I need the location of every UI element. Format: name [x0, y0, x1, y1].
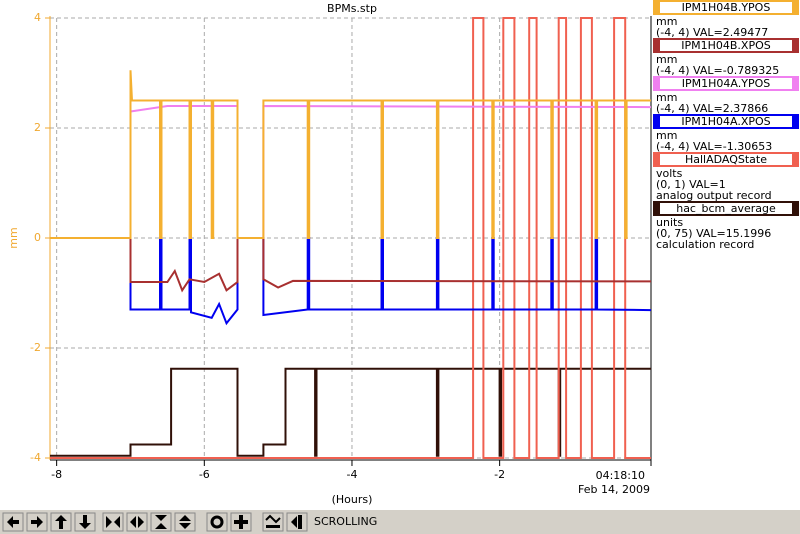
trace	[50, 367, 651, 457]
btn-reset[interactable]	[230, 512, 252, 532]
legend-status: (-4, 4) VAL=2.49477	[656, 26, 768, 39]
x-tick-label: -6	[199, 468, 210, 481]
btn-zoom-in-y[interactable]	[150, 512, 172, 532]
btn-left[interactable]	[2, 512, 24, 532]
chart-title: BPMs.stp	[327, 2, 377, 15]
legend-units: mm	[656, 91, 677, 104]
legend-swatch	[792, 77, 798, 90]
btn-zoom-out-y[interactable]	[174, 512, 196, 532]
btn-down[interactable]	[74, 512, 96, 532]
legend-record: analog output record	[656, 189, 772, 202]
legend-swatch	[792, 202, 798, 215]
trace	[50, 237, 651, 293]
trace	[50, 17, 651, 459]
legend-units: mm	[656, 15, 677, 28]
btn-graph[interactable]	[262, 512, 284, 532]
btn-play[interactable]	[286, 512, 308, 532]
legend-units: mm	[656, 129, 677, 142]
btn-right[interactable]	[26, 512, 48, 532]
legend-status: (-4, 4) VAL=-1.30653	[656, 140, 772, 153]
plot-area	[50, 17, 651, 459]
trace	[50, 104, 651, 239]
toolbar: SCROLLING	[0, 510, 800, 534]
legend-name: IPM1H04A.YPOS	[682, 77, 770, 90]
legend-status: (0, 1) VAL=1	[656, 178, 726, 191]
legend-units: volts	[656, 167, 683, 180]
y-axis-label: mm	[7, 227, 20, 248]
legend-name: IPM1H04A.XPOS	[681, 115, 770, 128]
legend-entry: IPM1H04A.XPOS mm(-4, 4) VAL=-1.30653	[653, 114, 799, 153]
legend-name: HallADAQState	[685, 153, 767, 166]
btn-up[interactable]	[50, 512, 72, 532]
y-tick-label: -2	[30, 341, 41, 354]
legend-status: (-4, 4) VAL=-0.789325	[656, 64, 779, 77]
btn-auto[interactable]	[206, 512, 228, 532]
legend-units: mm	[656, 53, 677, 66]
toolbar-status: SCROLLING	[314, 515, 377, 528]
btn-zoom-out-x[interactable]	[126, 512, 148, 532]
legend-swatch	[654, 77, 660, 90]
y-tick-label: 0	[34, 231, 41, 244]
y-tick-label: 2	[34, 121, 41, 134]
legend-swatch	[654, 202, 660, 215]
legend-units: units	[656, 216, 683, 229]
legend-record: calculation record	[656, 238, 754, 251]
legend-entry: IPM1H04B.YPOS mm(-4, 4) VAL=2.49477	[653, 0, 799, 39]
trace	[50, 70, 651, 239]
legend-entry: IPM1H04B.XPOS mm(-4, 4) VAL=-0.789325	[653, 38, 799, 77]
end-time: 04:18:10	[596, 469, 645, 482]
y-tick-label: 4	[34, 11, 41, 24]
legend-swatch	[654, 1, 660, 14]
legend-status: (-4, 4) VAL=2.37866	[656, 102, 768, 115]
end-date: Feb 14, 2009	[578, 483, 650, 496]
x-tick-label: -8	[51, 468, 62, 481]
x-tick-label: -4	[346, 468, 357, 481]
legend-name: IPM1H04B.YPOS	[682, 1, 771, 14]
y-tick-label: -4	[30, 451, 41, 464]
legend-swatch	[792, 1, 798, 14]
legend-swatch	[654, 39, 660, 52]
legend-swatch	[792, 115, 798, 128]
legend-swatch	[792, 153, 798, 166]
x-axis-label: (Hours)	[332, 493, 373, 506]
legend-name: hac_bcm_average	[676, 202, 776, 215]
legend-swatch	[654, 115, 660, 128]
legend-swatch	[792, 39, 798, 52]
legend-entry: IPM1H04A.YPOS mm(-4, 4) VAL=2.37866	[653, 76, 799, 115]
legend-name: IPM1H04B.XPOS	[681, 39, 771, 52]
legend-status: (0, 75) VAL=15.1996	[656, 227, 771, 240]
x-tick-label: -2	[494, 468, 505, 481]
btn-zoom-in-x[interactable]	[102, 512, 124, 532]
legend-swatch	[654, 153, 660, 166]
